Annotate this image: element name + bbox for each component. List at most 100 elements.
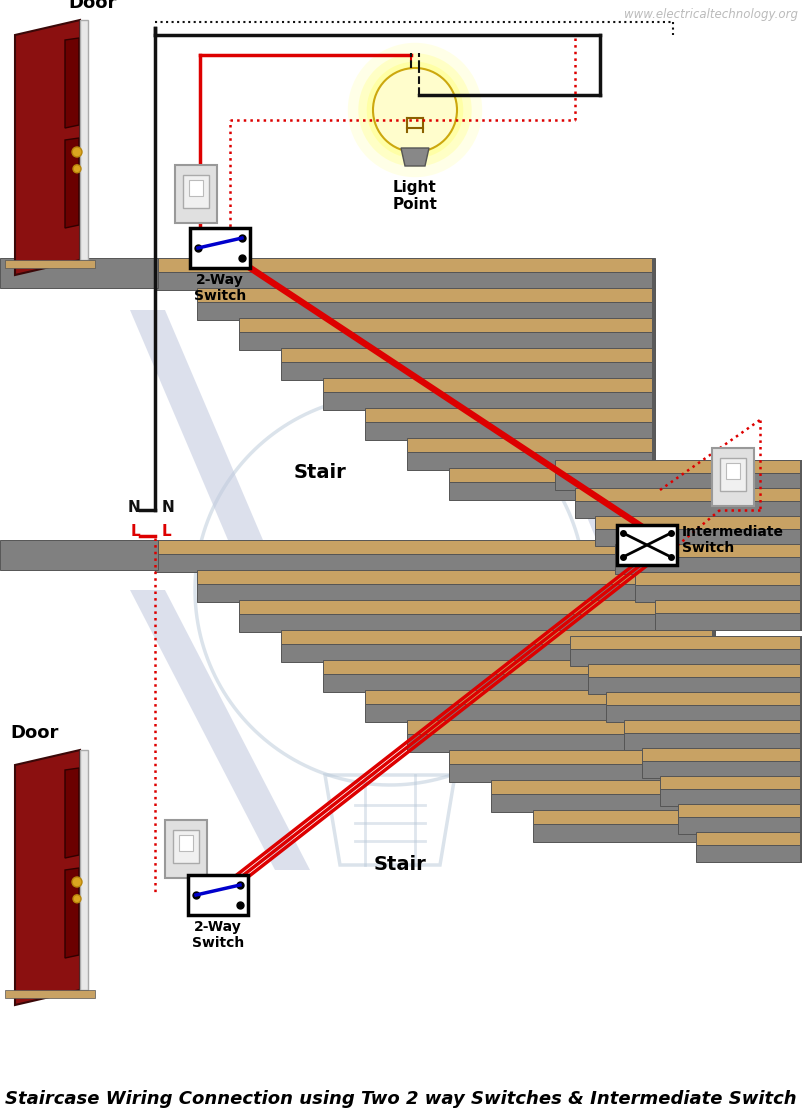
Bar bbox=[651, 468, 654, 500]
Polygon shape bbox=[15, 20, 80, 276]
Bar bbox=[651, 288, 654, 320]
Bar bbox=[651, 258, 654, 290]
Bar bbox=[175, 165, 217, 223]
Bar bbox=[799, 692, 802, 722]
Bar bbox=[606, 692, 802, 704]
Bar bbox=[322, 379, 654, 392]
Bar bbox=[281, 644, 714, 662]
Bar bbox=[634, 572, 802, 585]
Text: Stair: Stair bbox=[373, 855, 426, 874]
Bar bbox=[554, 460, 802, 473]
Bar bbox=[711, 570, 714, 603]
Bar bbox=[642, 760, 802, 778]
Bar bbox=[711, 448, 753, 506]
Bar bbox=[799, 720, 802, 750]
Text: 2-Way
Switch: 2-Way Switch bbox=[193, 273, 246, 304]
Bar bbox=[799, 516, 802, 547]
Bar bbox=[533, 824, 714, 842]
Bar bbox=[188, 875, 248, 915]
Bar bbox=[365, 690, 714, 704]
Circle shape bbox=[72, 147, 82, 157]
Bar bbox=[623, 720, 802, 732]
Text: Intermediate
Switch: Intermediate Switch bbox=[681, 525, 783, 556]
Bar bbox=[614, 544, 802, 557]
Bar bbox=[155, 258, 654, 272]
Bar bbox=[614, 557, 802, 573]
Bar bbox=[651, 438, 654, 470]
Bar bbox=[448, 764, 714, 782]
Bar bbox=[196, 570, 714, 584]
Bar bbox=[695, 844, 802, 862]
Circle shape bbox=[347, 43, 481, 177]
Text: Light
Point: Light Point bbox=[392, 180, 437, 213]
Bar bbox=[407, 734, 714, 752]
Bar bbox=[183, 175, 209, 208]
Bar bbox=[799, 636, 802, 666]
Bar bbox=[281, 348, 654, 362]
Bar bbox=[239, 332, 654, 349]
Bar bbox=[799, 572, 802, 603]
Bar bbox=[172, 830, 199, 864]
Circle shape bbox=[72, 877, 82, 887]
Bar bbox=[490, 780, 714, 794]
Bar bbox=[322, 392, 654, 410]
Bar bbox=[239, 600, 714, 614]
Polygon shape bbox=[130, 310, 280, 580]
Bar bbox=[799, 460, 802, 491]
Bar bbox=[799, 488, 802, 517]
Bar bbox=[642, 748, 802, 760]
Bar bbox=[281, 362, 654, 380]
Bar bbox=[365, 704, 714, 722]
Text: 2-Way
Switch: 2-Way Switch bbox=[192, 920, 244, 950]
Polygon shape bbox=[130, 590, 310, 870]
Bar bbox=[0, 258, 158, 288]
Polygon shape bbox=[65, 768, 79, 858]
Text: Door: Door bbox=[68, 0, 116, 12]
Bar bbox=[155, 272, 654, 290]
Bar bbox=[677, 816, 802, 834]
Bar bbox=[799, 804, 802, 834]
Bar bbox=[634, 585, 802, 603]
Bar bbox=[80, 20, 88, 260]
Bar bbox=[799, 600, 802, 629]
Bar bbox=[651, 318, 654, 349]
Bar bbox=[719, 458, 745, 491]
Bar bbox=[322, 674, 714, 692]
Text: L: L bbox=[162, 524, 172, 539]
Bar bbox=[711, 660, 714, 692]
Polygon shape bbox=[65, 138, 79, 228]
Bar bbox=[651, 348, 654, 380]
Bar bbox=[365, 422, 654, 440]
Bar bbox=[155, 554, 714, 572]
Circle shape bbox=[73, 165, 81, 172]
Bar bbox=[533, 810, 714, 824]
Bar bbox=[799, 748, 802, 778]
Bar bbox=[5, 990, 95, 998]
Bar bbox=[490, 794, 714, 812]
Polygon shape bbox=[579, 500, 699, 700]
Text: www.electricaltechnology.org: www.electricaltechnology.org bbox=[623, 8, 797, 21]
Bar bbox=[711, 750, 714, 782]
Bar bbox=[448, 750, 714, 764]
Bar bbox=[651, 408, 654, 440]
Bar bbox=[190, 228, 249, 268]
Bar bbox=[196, 288, 654, 302]
Bar bbox=[606, 704, 802, 722]
Bar bbox=[196, 302, 654, 320]
Bar bbox=[554, 473, 802, 491]
Bar bbox=[711, 810, 714, 842]
Bar bbox=[651, 379, 654, 410]
Bar bbox=[155, 540, 714, 554]
Bar bbox=[322, 660, 714, 674]
Circle shape bbox=[73, 895, 81, 903]
Bar bbox=[179, 836, 192, 851]
Text: Stair: Stair bbox=[294, 463, 346, 482]
Bar bbox=[594, 516, 802, 529]
Text: N: N bbox=[127, 500, 140, 515]
Bar bbox=[654, 600, 802, 613]
Bar bbox=[711, 690, 714, 722]
Text: L: L bbox=[130, 524, 140, 539]
Bar bbox=[407, 452, 654, 470]
Text: Staircase Wiring Connection using Two 2 way Switches & Intermediate Switch: Staircase Wiring Connection using Two 2 … bbox=[5, 1090, 796, 1108]
Polygon shape bbox=[65, 868, 79, 958]
